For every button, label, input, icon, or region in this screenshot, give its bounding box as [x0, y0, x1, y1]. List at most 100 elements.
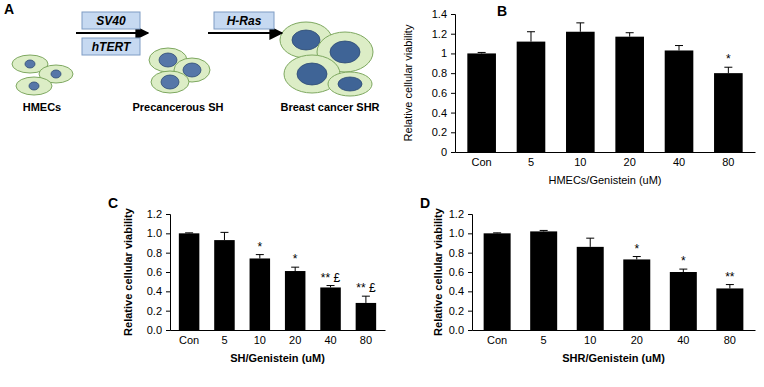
annotation: ** £: [321, 271, 341, 285]
tick-mark: [468, 214, 472, 215]
annotation: *: [634, 242, 639, 256]
nucleus: [338, 77, 362, 91]
nucleus: [51, 70, 61, 78]
axis-line: [171, 330, 386, 331]
tick-label: 20: [631, 334, 643, 346]
axis-line: [468, 215, 473, 331]
tick: 80: [722, 152, 734, 168]
error-bar: [633, 257, 641, 260]
error-bar: [493, 232, 501, 233]
tick: 0.6: [432, 87, 455, 99]
tick-mark: [451, 14, 455, 15]
bar: [467, 53, 496, 152]
tick-label: 0.4: [432, 107, 447, 119]
y-axis: 00.20.40.60.811.21.4: [432, 8, 456, 158]
tick: Con: [179, 330, 199, 346]
tick-label: 10: [574, 156, 586, 168]
tick-label: 0.0: [449, 324, 464, 336]
tick-label: 5: [221, 334, 227, 346]
tick-mark: [451, 132, 455, 133]
nucleus: [161, 75, 179, 89]
error-bar: [576, 23, 584, 32]
x-axis-title: HMECs/Genistein (uM): [548, 174, 661, 186]
error-stem: [224, 232, 225, 240]
panel-label: C: [108, 195, 118, 211]
stage-label: Breast cancer SHR: [280, 101, 379, 113]
tick: 0.0: [449, 324, 472, 336]
x-axis-title: SHR/Genistein (uM): [562, 352, 665, 364]
tick-label: 0.2: [432, 126, 447, 138]
cell: [151, 71, 189, 93]
bar: [214, 240, 235, 330]
tick: 20: [289, 330, 301, 346]
tick: 5: [528, 152, 534, 168]
tick: 0.8: [432, 67, 455, 79]
tick-label: 0.2: [147, 305, 162, 317]
tick-mark: [451, 73, 455, 74]
tick-mark: [451, 152, 455, 153]
chart: 0.00.20.40.60.81.01.2Con510204080****DSH…: [420, 195, 756, 364]
error-cap: [291, 267, 299, 268]
error-bar: [724, 67, 732, 73]
tick-mark: [451, 53, 455, 54]
panel-label: B: [497, 3, 507, 19]
tick-label: 40: [324, 334, 336, 346]
bar: [665, 50, 694, 152]
arrow: [208, 32, 282, 34]
tick-label: 1.2: [432, 28, 447, 40]
tick-mark: [166, 214, 170, 215]
bar: [285, 271, 306, 330]
tick-mark: [468, 253, 472, 254]
step-label: SV40: [96, 14, 126, 28]
tick-label: 0.0: [147, 324, 162, 336]
plot-area: [484, 230, 744, 330]
y-axis-title: Relative cellular viability: [402, 24, 414, 141]
error-cap: [185, 232, 193, 233]
stage-label: Precancerous SH: [132, 101, 223, 113]
tick: 80: [724, 330, 736, 346]
bar: [566, 32, 595, 152]
tick-mark: [468, 291, 472, 292]
tick: 0.8: [449, 247, 472, 259]
error-cap: [626, 32, 634, 33]
tick: 0: [441, 146, 455, 158]
annotation: *: [293, 252, 298, 266]
bar: [356, 303, 377, 330]
tick: 0.4: [449, 285, 472, 297]
tick-mark: [166, 291, 170, 292]
panel-label: A: [4, 1, 14, 17]
bar: [530, 231, 557, 330]
tick-label: 1.2: [147, 208, 162, 220]
tick-mark: [468, 272, 472, 273]
tick: 10: [574, 152, 586, 168]
tick-mark: [451, 113, 455, 114]
bar: [577, 247, 604, 330]
tick-label: 40: [677, 334, 689, 346]
nucleus: [297, 63, 327, 85]
tick-label: 5: [528, 156, 534, 168]
error-cap: [493, 232, 501, 233]
tick: 0.6: [449, 266, 472, 278]
bar: [615, 37, 644, 152]
tick: 5: [541, 330, 547, 346]
tick: 0.2: [147, 305, 170, 317]
arrow: [76, 32, 148, 34]
tick-label: 0.8: [449, 247, 464, 259]
tick: 40: [324, 330, 336, 346]
error-stem: [729, 285, 730, 289]
annotation: ** £: [356, 281, 376, 295]
nucleus: [25, 60, 35, 68]
x-axis: Con510204080: [456, 152, 756, 168]
tick-label: 0.4: [147, 285, 162, 297]
plot-area: [179, 232, 376, 330]
tick: 0.4: [432, 107, 455, 119]
cell-group: [149, 48, 210, 93]
tick: 10: [584, 330, 596, 346]
tick-label: 0: [441, 146, 447, 158]
bar: [250, 258, 271, 330]
tick-label: Con: [472, 156, 492, 168]
tick: 0.8: [147, 247, 170, 259]
bar: [714, 73, 743, 152]
tick: 1.2: [449, 208, 472, 220]
tick: 10: [254, 330, 266, 346]
